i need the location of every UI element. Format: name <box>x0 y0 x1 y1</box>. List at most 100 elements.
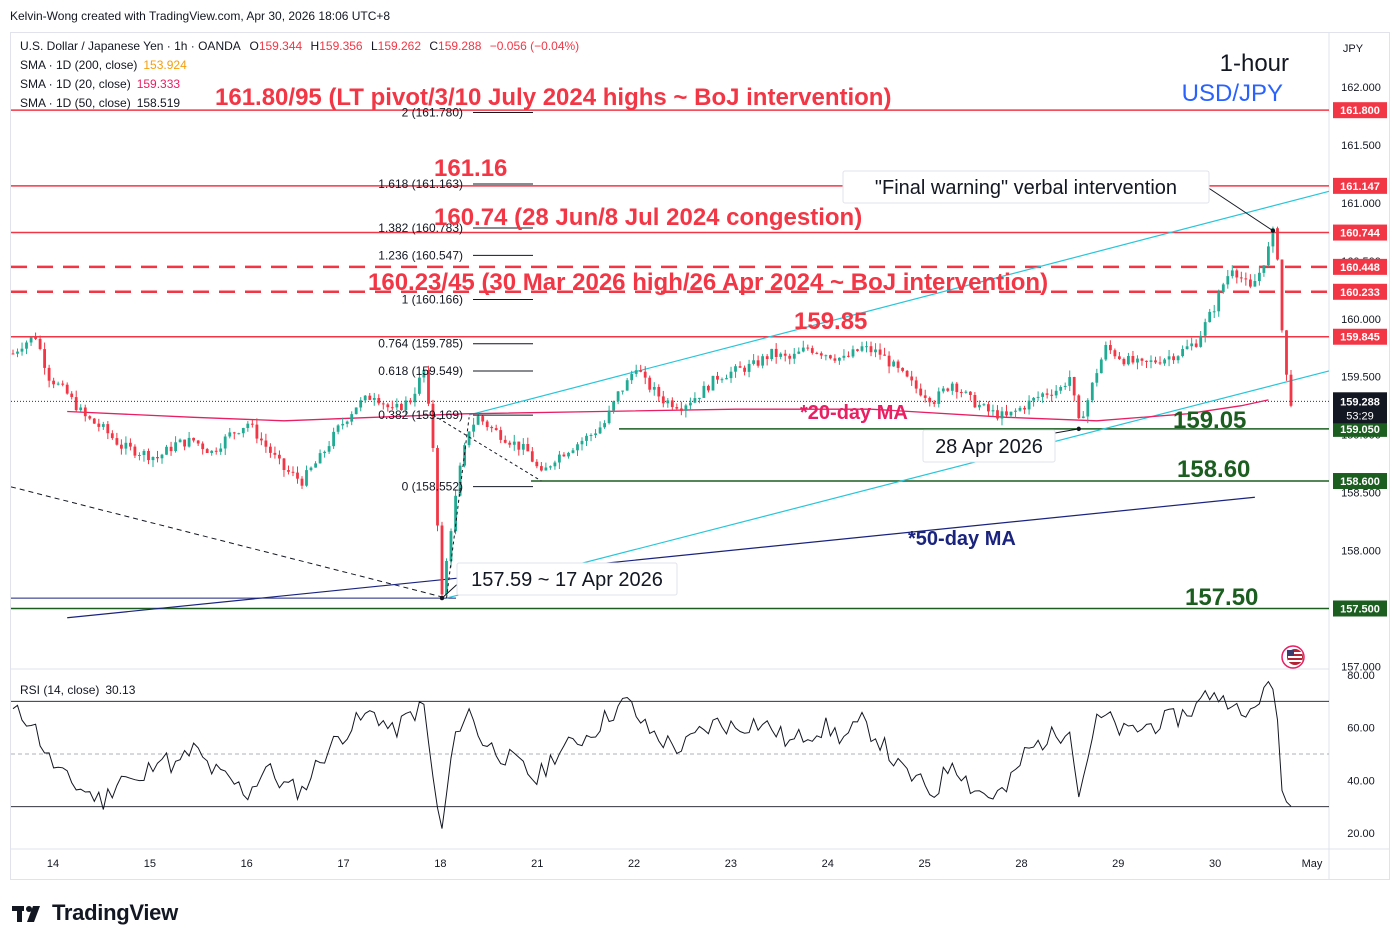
candle-body <box>616 391 620 402</box>
candle <box>106 421 110 440</box>
candle <box>838 357 841 365</box>
candle <box>996 405 999 421</box>
candle-body <box>526 444 530 452</box>
price-tick-label: 161.500 <box>1341 140 1381 152</box>
annotation-ma20: *20-day MA <box>800 402 908 424</box>
candle <box>729 366 733 383</box>
candle-body <box>106 424 110 434</box>
candle <box>720 377 724 383</box>
rsi-tick-label: 20.00 <box>1347 828 1375 840</box>
candle-body <box>368 395 372 400</box>
pair-label: USD/JPY <box>1182 80 1283 107</box>
candle <box>1262 265 1266 277</box>
candle <box>440 521 444 599</box>
fib-level-label: 0.382 (159.169) <box>378 408 463 422</box>
candle <box>386 402 390 412</box>
candle-body <box>982 404 986 406</box>
candle-body <box>910 376 914 381</box>
candle-body <box>1118 356 1121 359</box>
candle-body <box>142 451 146 455</box>
candle-body <box>810 348 814 353</box>
candle-body <box>607 410 611 424</box>
candle <box>625 377 629 391</box>
candle <box>829 354 832 360</box>
candle-body <box>138 455 141 456</box>
candle <box>847 351 850 358</box>
candle <box>260 432 263 446</box>
candle-body <box>535 461 539 467</box>
candle <box>914 376 918 394</box>
candle <box>1276 226 1279 261</box>
price-level-tag <box>1333 177 1387 194</box>
candle-body <box>856 349 859 351</box>
candle <box>472 417 475 438</box>
candle <box>1190 337 1194 351</box>
candle-body <box>571 450 575 453</box>
candle-body <box>472 424 475 432</box>
candle <box>1109 340 1112 354</box>
candle-body <box>707 385 710 391</box>
price-level-tag <box>1333 473 1387 490</box>
candle-body <box>413 393 417 403</box>
candle <box>210 450 214 456</box>
candle <box>698 397 701 404</box>
candle-body <box>675 407 679 409</box>
candle <box>612 400 615 414</box>
candle-body <box>639 370 643 372</box>
candle <box>52 377 55 389</box>
candle <box>1041 392 1044 403</box>
tradingview-brand[interactable]: TradingView <box>12 900 178 926</box>
candle <box>436 445 439 532</box>
candle <box>1059 385 1063 394</box>
candle <box>860 341 864 353</box>
candle <box>558 450 561 470</box>
apr28-callout-anchor <box>1076 426 1081 432</box>
candle-body <box>1190 343 1194 347</box>
candle <box>1050 389 1054 402</box>
candle <box>47 364 51 388</box>
candle-body <box>56 383 60 385</box>
candle <box>1045 388 1049 399</box>
candle <box>174 436 177 453</box>
candle-body <box>43 349 46 368</box>
candle-body <box>386 404 390 408</box>
candle-body <box>1113 350 1117 357</box>
candle <box>1032 396 1035 407</box>
swing-low-callout-box <box>456 562 678 596</box>
candle-body <box>711 375 715 391</box>
candle-body <box>1077 395 1081 419</box>
candle-body <box>657 387 661 397</box>
fib-level-label: 0 (158.552) <box>402 480 463 494</box>
candle-body <box>1230 270 1234 277</box>
candle <box>196 440 200 446</box>
candle <box>576 442 579 456</box>
apr28-callout-box <box>922 429 1056 463</box>
flag-icon[interactable] <box>1281 645 1305 669</box>
candle <box>1181 345 1184 358</box>
candle-body <box>959 392 963 393</box>
candle-body <box>1041 393 1044 397</box>
candle <box>657 384 661 402</box>
candle <box>1194 339 1198 348</box>
candle-body <box>34 337 37 339</box>
candle <box>792 348 796 364</box>
candle-body <box>205 449 209 453</box>
annotation-support-159-05: 159.05 <box>1173 407 1246 434</box>
candle <box>296 466 299 484</box>
candle-body <box>612 401 615 411</box>
candle <box>1203 318 1207 343</box>
candle <box>74 390 78 412</box>
chart-frame: 2 (161.780) 1.618 (161.163) 1.382 (160.783… <box>10 32 1390 880</box>
candle-body <box>485 421 489 427</box>
price-chart[interactable]: 2 (161.780) 1.618 (161.163) 1.382 (160.783… <box>10 33 1389 879</box>
candle <box>892 359 895 367</box>
candle-body <box>693 398 697 403</box>
candle <box>666 398 670 408</box>
candle <box>1221 282 1225 294</box>
candle <box>11 349 15 355</box>
candle <box>567 451 570 459</box>
candle <box>959 389 963 398</box>
currency-label[interactable]: JPY <box>1343 43 1364 55</box>
candle <box>928 396 932 407</box>
candle <box>418 372 421 396</box>
